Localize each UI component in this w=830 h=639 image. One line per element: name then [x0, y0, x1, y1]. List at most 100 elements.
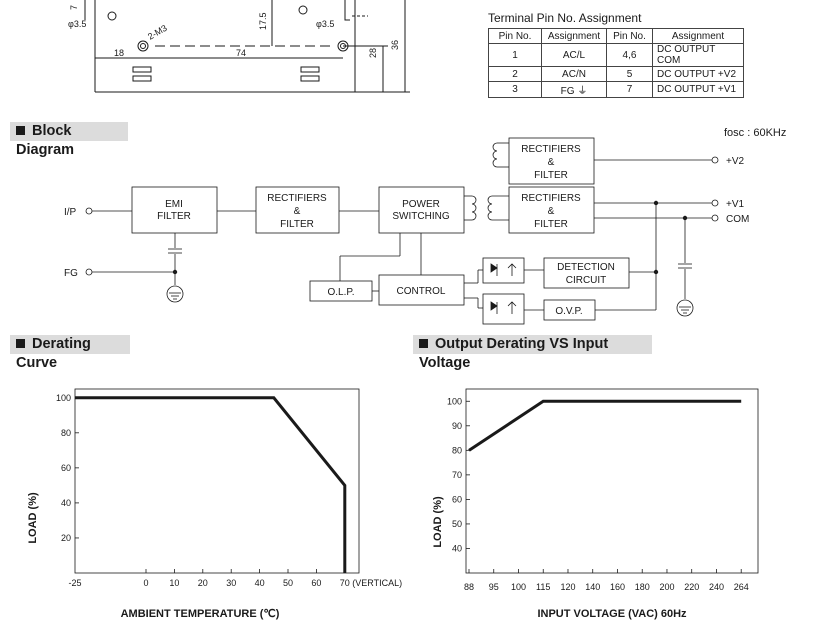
derating-y-tick-label: 80: [61, 428, 71, 438]
bullet-square-icon: [419, 339, 428, 348]
table-row: 2 AC/N 5 DC OUTPUT +V2: [488, 66, 744, 82]
input-derating-title: Output Derating VS Input Voltage: [419, 336, 609, 371]
input-ylabel: LOAD (%): [432, 496, 444, 548]
derating-x-tick-label: 60: [311, 578, 321, 588]
output-v2-label: +V2: [726, 156, 745, 167]
bullet-square-icon: [16, 126, 25, 135]
input-y-tick-label: 60: [452, 494, 462, 504]
rect-v2-text-2: &: [548, 157, 555, 168]
pin-table-header-row: Pin No. Assignment Pin No. Assignment: [488, 28, 744, 44]
hole-label-right: φ3.5: [316, 19, 334, 29]
input-fg-label: FG: [64, 268, 78, 279]
derating-curve-header: Derating Curve: [10, 335, 130, 371]
input-x-tick-label: 220: [684, 582, 699, 592]
input-plot-area: [465, 388, 759, 574]
block-diagram-header: Block Diagram: [10, 122, 128, 158]
dim-74: 74: [236, 48, 246, 58]
input-x-tick-label: 115: [536, 582, 550, 592]
derating-x-tick-label: 70 (VERTICAL): [340, 578, 402, 588]
derating-y-tick-label: 100: [56, 393, 71, 403]
derating-y-tick-label: 20: [61, 533, 71, 543]
rect-v1-text-3: FILTER: [534, 219, 568, 230]
block-diagram: fosc : 60KHz I/P FG +V2 +V1 COM EMI FILT…: [64, 127, 786, 325]
input-x-tick-label: 100: [511, 582, 526, 592]
input-y-tick-label: 100: [447, 396, 462, 406]
output-com-label: COM: [726, 214, 749, 225]
hole-label-left: φ3.5: [68, 19, 86, 29]
rect-in-text-1: RECTIFIERS: [267, 193, 327, 204]
detection-text-2: CIRCUIT: [566, 275, 607, 286]
power-text-1: POWER: [402, 199, 440, 210]
input-x-tick-label: 95: [489, 582, 499, 592]
derating-xlabel: AMBIENT TEMPERATURE (℃): [121, 608, 280, 620]
ovp-text: O.V.P.: [555, 306, 582, 317]
olp-text: O.L.P.: [327, 287, 354, 298]
input-derating-series-line: [468, 399, 742, 452]
input-x-tick-label: 180: [635, 582, 650, 592]
pin-cell: FG ⏚: [541, 81, 607, 98]
rect-in-text-2: &: [294, 206, 301, 217]
rectifier-v1-block: [508, 186, 595, 234]
emi-text-1: EMI: [165, 199, 183, 210]
mechanical-drawing: 7 17.5 28 36 18 74 φ3.5 φ3.5 2-M3: [68, 0, 410, 93]
derating-x-tick-label: 40: [255, 578, 265, 588]
rect-v2-text-1: RECTIFIERS: [521, 144, 581, 155]
emi-filter-block: [131, 186, 218, 234]
dim-18: 18: [114, 48, 124, 58]
derating-ylabel: LOAD (%): [27, 492, 39, 544]
rectifier-input-block: [255, 186, 340, 234]
derating-x-tick-label: 30: [226, 578, 236, 588]
rectifier-v2-block: [508, 137, 595, 185]
rect-v1-text-2: &: [548, 206, 555, 217]
derating-y-tick-label: 60: [61, 463, 71, 473]
dim-17-5: 17.5: [258, 12, 268, 30]
input-x-tick-label: 240: [709, 582, 724, 592]
input-derating-header: Output Derating VS Input Voltage: [413, 335, 652, 371]
dim-7: 7: [69, 5, 79, 10]
dim-36: 36: [390, 40, 400, 50]
input-ip-label: I/P: [64, 207, 77, 218]
derating-y-tick-label: 40: [61, 498, 71, 508]
output-v1-label: +V1: [726, 199, 745, 210]
derating-x-tick-label: 50: [283, 578, 293, 588]
input-y-tick-label: 70: [452, 470, 462, 480]
derating-x-tick-label: -25: [68, 578, 81, 588]
table-row: 3 FG ⏚ 7 DC OUTPUT +V1: [488, 81, 744, 98]
input-x-tick-label: 120: [560, 582, 575, 592]
derating-x-tick-label: 10: [169, 578, 179, 588]
input-y-tick-label: 80: [452, 445, 462, 455]
derating-series-line: [75, 396, 347, 573]
input-xlabel: INPUT VOLTAGE (VAC) 60Hz: [537, 608, 687, 620]
control-text: CONTROL: [397, 286, 446, 297]
detection-circuit-block: [543, 257, 630, 289]
block-diagram-title: Block Diagram: [16, 123, 75, 158]
bullet-square-icon: [16, 339, 25, 348]
input-y-tick-label: 40: [452, 543, 462, 553]
pin-table-title: Terminal Pin No. Assignment: [488, 11, 642, 25]
input-x-tick-label: 264: [734, 582, 749, 592]
rect-in-text-3: FILTER: [280, 219, 314, 230]
power-switching-block: [378, 186, 465, 234]
rect-v1-text-1: RECTIFIERS: [521, 193, 581, 204]
derating-x-tick-label: 20: [198, 578, 208, 588]
optocoupler-bottom: [482, 293, 525, 325]
fosc-label: fosc : 60KHz: [724, 127, 786, 139]
pin-table: Pin No. Assignment Pin No. Assignment 1 …: [488, 28, 744, 98]
rect-v2-text-3: FILTER: [534, 170, 568, 181]
pin-cell: DC OUTPUT +V1: [652, 81, 744, 98]
input-x-tick-label: 140: [585, 582, 600, 592]
derating-curve-title: Derating Curve: [16, 336, 91, 371]
input-y-tick-label: 90: [452, 421, 462, 431]
detection-text-1: DETECTION: [557, 262, 615, 273]
emi-text-2: FILTER: [157, 211, 191, 222]
input-x-tick-label: 88: [464, 582, 474, 592]
derating-x-tick-label: 0: [143, 578, 148, 588]
power-text-2: SWITCHING: [392, 211, 449, 222]
input-x-tick-label: 160: [610, 582, 625, 592]
input-y-tick-label: 50: [452, 519, 462, 529]
optocoupler-top: [482, 257, 525, 284]
derating-plot-area: [74, 388, 360, 574]
control-block: [378, 274, 465, 306]
